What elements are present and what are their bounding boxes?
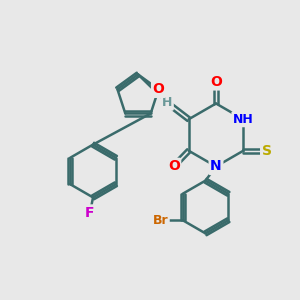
Text: F: F xyxy=(85,206,95,220)
Text: N: N xyxy=(210,160,222,173)
Text: NH: NH xyxy=(233,113,254,126)
Text: H: H xyxy=(162,96,172,109)
Text: O: O xyxy=(168,159,180,173)
Text: Br: Br xyxy=(153,214,168,227)
Text: S: S xyxy=(262,144,272,158)
Text: O: O xyxy=(210,75,222,89)
Text: O: O xyxy=(153,82,164,96)
